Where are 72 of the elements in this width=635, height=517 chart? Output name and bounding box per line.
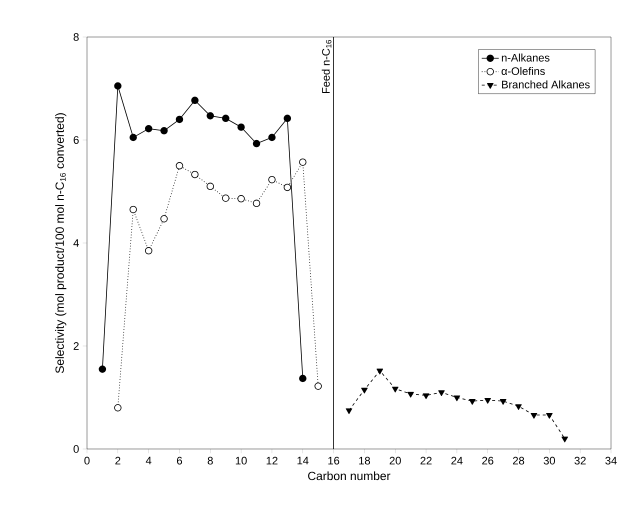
point (284, 114, 292, 122)
point (299, 158, 306, 166)
point (422, 393, 430, 400)
x-tick-label: 32 (574, 456, 586, 465)
x-tick-label: 6 (176, 456, 182, 465)
point (176, 162, 184, 170)
legend-label: n-Alkanes (502, 54, 550, 62)
x-tick-label: 8 (208, 456, 213, 465)
point (191, 96, 199, 104)
point (144, 247, 152, 254)
point (144, 124, 152, 132)
point (237, 195, 245, 202)
legend-label: Branched Alkanes (502, 80, 590, 88)
x-tick-label: 18 (359, 456, 370, 465)
x-tick-label: 26 (482, 456, 494, 465)
point (206, 112, 214, 120)
point (530, 412, 538, 419)
point (191, 170, 199, 178)
x-tick-label: 0 (84, 456, 90, 465)
y-tick-label: 4 (73, 239, 79, 247)
point (361, 388, 368, 394)
point (500, 399, 506, 405)
point (160, 215, 168, 222)
point (376, 368, 384, 374)
point (237, 123, 245, 131)
point (484, 398, 491, 404)
point (252, 200, 260, 208)
x-tick-label: 16 (328, 456, 340, 465)
x-tick-label: 34 (605, 456, 617, 465)
y-axis-title: Selectivity (mol product/100 mol n-C$_{16}$ converted) (55, 113, 66, 374)
x-tick-label: 4 (146, 456, 152, 464)
ref-line-label: Feed n-C$_{16}$ (322, 40, 332, 93)
x-axis-title: Carbon number (308, 471, 390, 480)
legend-label: α-Olefins (502, 66, 545, 76)
point (114, 82, 122, 90)
point (114, 404, 122, 412)
point (454, 395, 460, 402)
x-tick-label: 2 (115, 456, 120, 464)
point (562, 436, 568, 442)
point (222, 194, 230, 202)
y-tick-label: 8 (74, 33, 79, 41)
x-tick-label: 20 (390, 456, 401, 465)
point (98, 365, 106, 373)
point (438, 390, 445, 396)
point (469, 399, 476, 405)
point (407, 392, 414, 398)
point (160, 127, 168, 134)
x-tick-label: 22 (420, 456, 432, 464)
y-tick-label: 2 (74, 342, 79, 350)
point (206, 182, 214, 190)
x-tick-label: 28 (512, 456, 524, 465)
x-tick-label: 24 (451, 456, 463, 464)
point (346, 408, 352, 414)
point (299, 374, 306, 382)
point (314, 382, 322, 390)
x-tick-label: 12 (266, 456, 278, 464)
y-tick-label: 6 (74, 136, 79, 144)
x-tick-label: 30 (544, 456, 556, 465)
point (252, 140, 260, 148)
point (130, 134, 137, 142)
point (268, 134, 276, 142)
x-tick-label: 10 (236, 456, 247, 465)
point (268, 176, 276, 184)
point (392, 386, 398, 392)
point (176, 116, 184, 124)
y-tick-label: 0 (74, 445, 79, 453)
x-tick-label: 14 (298, 456, 309, 464)
point (284, 184, 292, 192)
point (222, 114, 230, 122)
point (130, 206, 137, 214)
point (546, 412, 553, 419)
point (515, 404, 522, 410)
